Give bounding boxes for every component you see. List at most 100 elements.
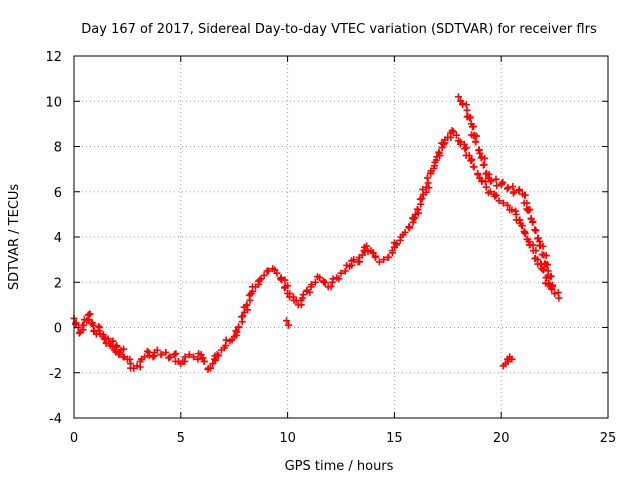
data-point-marker [143, 347, 151, 355]
data-point-marker [467, 157, 475, 165]
data-point-marker [470, 163, 478, 171]
data-point-marker [430, 164, 438, 172]
data-point-marker [462, 144, 470, 152]
data-point-marker [153, 346, 161, 354]
data-point-marker [140, 353, 148, 361]
data-point-marker [539, 266, 547, 274]
data-point-marker [194, 355, 202, 363]
data-point-marker [284, 282, 292, 290]
data-point-marker [440, 140, 448, 148]
data-point-marker [492, 191, 500, 199]
series-1 [454, 93, 557, 291]
data-point-marker [481, 154, 489, 162]
data-point-marker [491, 192, 499, 200]
data-point-marker [96, 324, 104, 331]
data-point-marker [126, 355, 134, 363]
data-point-marker [508, 206, 516, 214]
data-point-marker [375, 258, 383, 266]
data-point-marker [508, 355, 516, 363]
data-point-marker [463, 106, 471, 114]
data-point-marker [113, 342, 121, 350]
data-point-marker [555, 294, 563, 302]
data-point-marker [264, 267, 272, 275]
data-point-marker [469, 123, 477, 131]
data-point-marker [423, 174, 431, 182]
data-point-marker [170, 351, 178, 359]
data-point-marker [392, 241, 400, 249]
y-tick-label: -2 [49, 367, 62, 382]
x-tick-label: 0 [70, 431, 78, 446]
data-point-marker [329, 275, 337, 283]
data-point-marker [308, 281, 316, 289]
x-tick-label: 20 [493, 431, 510, 446]
chart-title: Day 167 of 2017, Sidereal Day-to-day VTE… [81, 22, 597, 37]
y-tick-label: 2 [54, 276, 62, 291]
data-point-marker [222, 336, 230, 344]
y-tick-label: 6 [54, 186, 62, 201]
data-point-marker [283, 317, 291, 325]
data-point-marker [474, 170, 482, 178]
data-point-marker [492, 175, 500, 183]
data-point-marker [454, 93, 462, 101]
y-tick-label: -4 [49, 412, 62, 427]
data-point-marker [520, 227, 528, 235]
data-point-marker [466, 114, 474, 122]
data-point-marker [518, 222, 526, 230]
data-point-marker [406, 223, 414, 231]
data-point-marker [487, 188, 495, 196]
data-point-marker [410, 215, 418, 223]
y-tick-label: 4 [54, 231, 62, 246]
data-point-marker [120, 345, 128, 353]
series-0 [70, 127, 563, 373]
data-point-marker [524, 206, 532, 214]
data-point-marker [413, 205, 421, 213]
data-point-marker [504, 184, 512, 192]
data-point-marker [158, 351, 166, 359]
data-point-marker [239, 312, 247, 320]
data-point-marker [543, 261, 551, 269]
data-point-marker [89, 321, 97, 329]
data-point-marker [321, 278, 329, 286]
data-point-marker [487, 176, 495, 184]
data-point-marker [256, 276, 264, 284]
data-point-marker [214, 352, 222, 360]
data-point-marker [162, 348, 170, 356]
data-point-marker [493, 182, 501, 190]
data-point-marker [546, 273, 554, 281]
data-point-marker [260, 271, 268, 279]
data-point-marker [311, 278, 319, 286]
y-tick-label: 12 [45, 50, 62, 65]
data-point-marker [207, 364, 215, 372]
data-point-marker [448, 127, 456, 135]
y-tick-label: 10 [45, 95, 62, 110]
x-tick-label: 10 [279, 431, 296, 446]
data-point-marker [337, 269, 345, 277]
data-point-marker [548, 283, 556, 291]
data-point-marker [482, 183, 490, 191]
data-point-marker [235, 323, 243, 331]
x-tick-label: 5 [177, 431, 185, 446]
data-point-marker [551, 290, 559, 298]
data-point-marker [213, 351, 221, 359]
data-point-marker [509, 183, 517, 191]
x-tick-label: 25 [600, 431, 617, 446]
data-point-marker [75, 329, 83, 337]
data-point-marker [528, 218, 536, 226]
data-point-marker [401, 228, 409, 236]
data-point-marker [499, 199, 507, 207]
data-point-marker [515, 216, 523, 224]
grid-lines [74, 56, 608, 418]
x-tick-label: 15 [386, 431, 403, 446]
data-point-marker [190, 353, 198, 361]
data-point-marker [479, 161, 487, 169]
data-point-marker [149, 353, 157, 361]
data-point-marker [185, 351, 193, 359]
data-point-marker [85, 311, 93, 319]
data-point-marker [461, 145, 469, 153]
data-point-marker [411, 214, 419, 222]
data-point-marker [432, 156, 440, 164]
data-point-marker [476, 149, 484, 157]
data-point-marker [181, 353, 189, 361]
data-point-marker [150, 352, 158, 360]
